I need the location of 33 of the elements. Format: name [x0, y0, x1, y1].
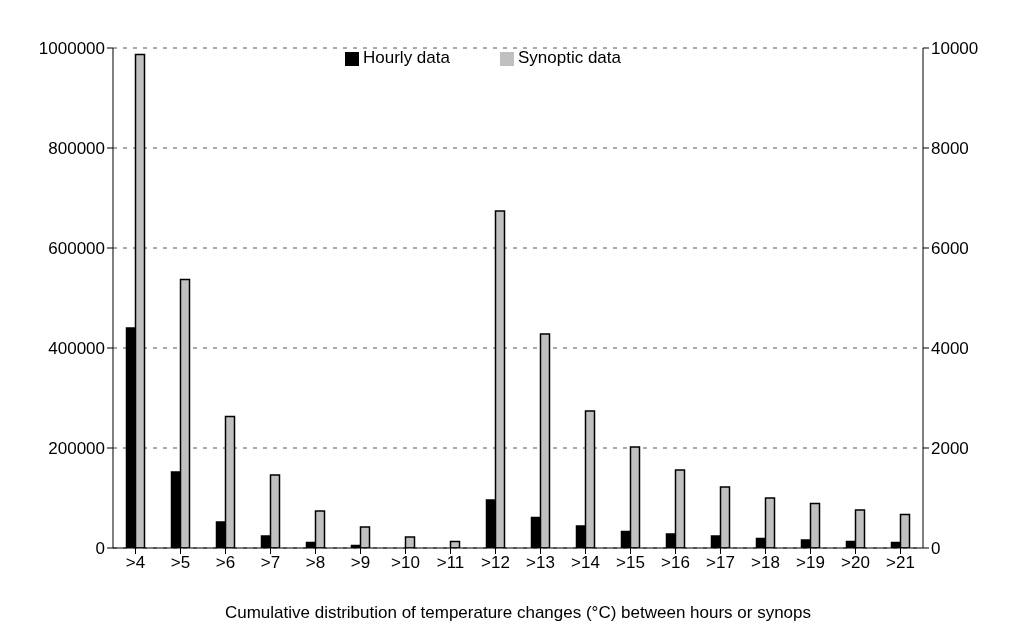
x-tick-label: >7 — [260, 553, 281, 573]
x-tick-label: >16 — [661, 553, 690, 573]
x-axis-title: Cumulative distribution of temperature changes (°C) between hours or synops — [224, 603, 812, 622]
y2-tick-label: 2000 — [931, 439, 969, 459]
x-tick-label: >4 — [125, 553, 146, 573]
y-tick-label: 600000 — [48, 239, 105, 259]
legend-label: Synoptic data — [517, 48, 621, 67]
y-tick-label: 200000 — [48, 439, 105, 459]
x-tick-label: >8 — [305, 553, 326, 573]
x-tick-label: >21 — [886, 553, 915, 573]
x-tick-label: >14 — [571, 553, 600, 573]
x-tick-label: >5 — [170, 553, 191, 573]
y-tick-label: 800000 — [48, 139, 105, 159]
y2-tick-label: 8000 — [931, 139, 969, 159]
x-tick-label: >13 — [526, 553, 555, 573]
x-tick-label: >15 — [616, 553, 645, 573]
x-tick-label: >20 — [841, 553, 870, 573]
x-tick-label: >19 — [796, 553, 825, 573]
y-tick-label: 400000 — [48, 339, 105, 359]
y-tick-label: 0 — [95, 539, 105, 559]
legend-label: Hourly data — [363, 48, 450, 67]
x-tick-label: >10 — [391, 553, 420, 573]
y2-tick-label: 0 — [931, 539, 941, 559]
y2-tick-label: 4000 — [931, 339, 969, 359]
x-tick-label: >18 — [751, 553, 780, 573]
x-tick-label: >17 — [706, 553, 735, 573]
y2-tick-label: 10000 — [931, 39, 979, 59]
y-tick-label: 1000000 — [38, 39, 105, 59]
x-tick-label: >6 — [215, 553, 236, 573]
x-tick-label: >11 — [436, 553, 465, 573]
x-tick-label: >9 — [350, 553, 371, 573]
x-tick-label: >12 — [481, 553, 510, 573]
y2-tick-label: 6000 — [931, 239, 969, 259]
